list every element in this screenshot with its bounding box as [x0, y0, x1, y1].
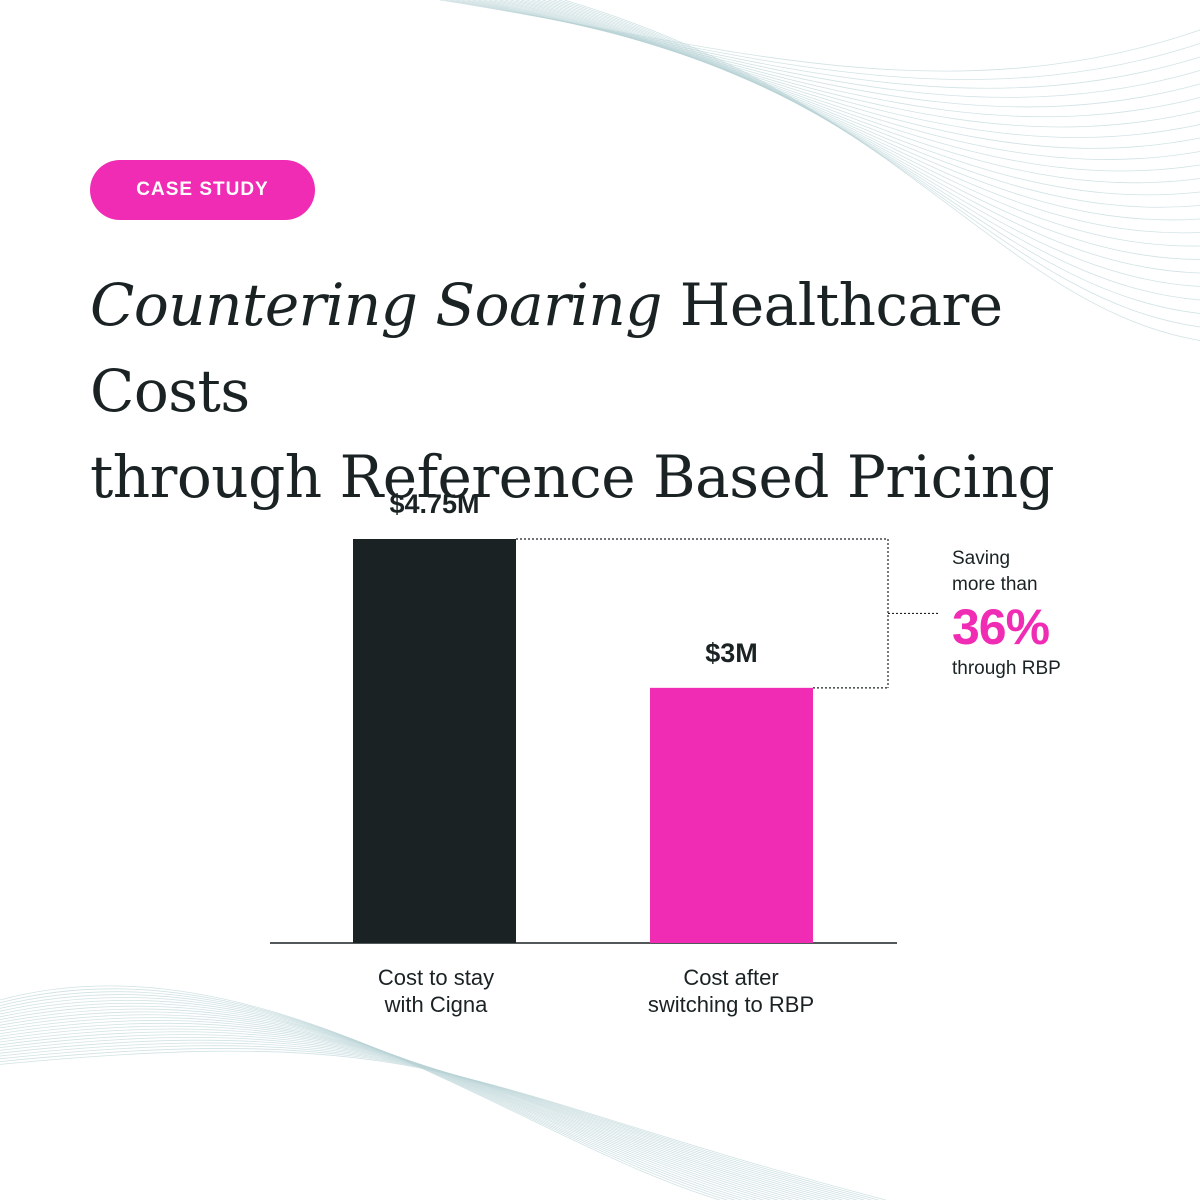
wave-line-top	[515, 0, 1200, 221]
page-title: Countering Soaring Healthcare Costs thro…	[90, 262, 1150, 520]
title-italic: Countering Soaring	[90, 271, 662, 339]
wave-line-top	[499, 0, 1200, 184]
callout-line2: more than	[952, 574, 1038, 595]
savings-callout: Saving more than 36% through RBP	[952, 546, 1172, 682]
wave-line-top	[477, 0, 1200, 138]
category-label-cigna: Cost to stay with Cigna	[306, 964, 566, 1018]
wave-line-bottom	[0, 1050, 886, 1200]
wave-line-top	[493, 0, 1200, 172]
wave-line-top	[537, 0, 1200, 274]
wave-line-top	[526, 0, 1200, 247]
bar-0	[353, 539, 516, 943]
wave-line-top	[483, 0, 1200, 149]
wave-line-top	[510, 0, 1200, 208]
case-study-badge: CASE STUDY	[90, 160, 315, 220]
callout-line1: Saving	[952, 548, 1011, 569]
wave-line-top	[558, 0, 1200, 328]
bar-1	[650, 687, 813, 943]
callout-line3: through RBP	[952, 658, 1061, 679]
wave-line-top	[504, 0, 1200, 196]
title-line2: through Reference Based Pricing	[90, 443, 1055, 511]
wave-line-top	[564, 0, 1200, 341]
wave-line-top	[553, 0, 1200, 314]
category-label-rbp-line1: Cost after	[683, 965, 779, 990]
callout-percent: 36%	[952, 599, 1050, 655]
wave-line-top	[542, 0, 1200, 287]
category-label-rbp-line2: switching to RBP	[647, 992, 815, 1017]
wave-line-top	[531, 0, 1200, 260]
bar-value-label-1: $3M	[705, 638, 758, 668]
category-label-cigna-line1: Cost to stay	[377, 965, 495, 990]
category-label-cigna-line2: with Cigna	[384, 992, 488, 1017]
wave-line-top	[488, 0, 1200, 160]
wave-line-top	[547, 0, 1200, 301]
bar-value-label-0: $4.75M	[389, 489, 479, 519]
category-label-rbp: Cost after switching to RBP	[601, 964, 861, 1018]
title-line1-rest: Healthcare Costs	[90, 271, 1003, 425]
wave-line-top	[520, 0, 1200, 234]
